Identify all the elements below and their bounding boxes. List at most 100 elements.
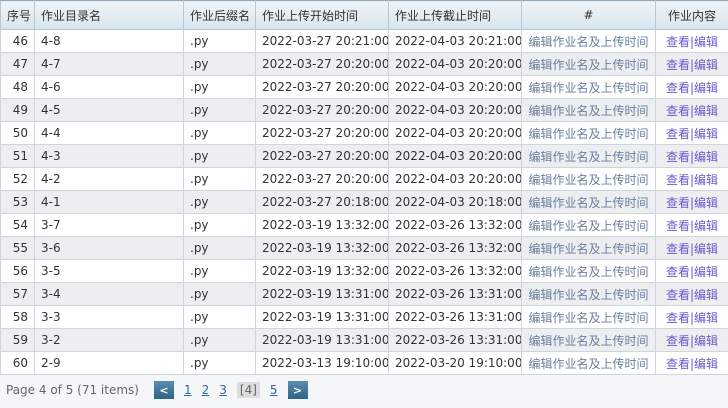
cell-dir: 3-6 (34, 236, 184, 260)
cell-id: 46 (0, 29, 35, 53)
edit-meta-link[interactable]: 编辑作业名及上传时间 (528, 195, 649, 210)
table-row: 51 4-3 .py 2022-03-27 20:20:00 2022-04-0… (0, 144, 728, 168)
separator: | (689, 310, 695, 325)
cell-id: 47 (0, 52, 35, 76)
edit-meta-link[interactable]: 编辑作业名及上传时间 (528, 333, 649, 348)
view-link[interactable]: 查看 (665, 356, 690, 371)
edit-meta-link[interactable]: 编辑作业名及上传时间 (528, 172, 649, 187)
cell-id: 57 (0, 282, 35, 306)
chevron-left-icon[interactable]: < (153, 381, 174, 399)
cell-ext: .py (183, 190, 256, 214)
cell-content: 查看|编辑 (655, 29, 728, 53)
edit-meta-link[interactable]: 编辑作业名及上传时间 (528, 356, 649, 371)
edit-link[interactable]: 编辑 (694, 264, 719, 279)
cell-end: 2022-04-03 20:20:00 (388, 98, 522, 122)
edit-link[interactable]: 编辑 (694, 287, 719, 302)
table-row: 55 3-6 .py 2022-03-19 13:32:00 2022-03-2… (0, 236, 728, 260)
page-2[interactable]: 2 (201, 383, 210, 397)
edit-meta-link[interactable]: 编辑作业名及上传时间 (528, 264, 649, 279)
cell-action: 编辑作业名及上传时间 (521, 351, 656, 375)
view-link[interactable]: 查看 (665, 149, 690, 164)
cell-id: 59 (0, 328, 35, 352)
view-link[interactable]: 查看 (665, 195, 690, 210)
table-row: 54 3-7 .py 2022-03-19 13:32:00 2022-03-2… (0, 213, 728, 237)
cell-content: 查看|编辑 (655, 213, 728, 237)
pager-summary: Page 4 of 5 (71 items) (6, 383, 139, 397)
cell-start: 2022-03-27 20:20:00 (255, 167, 389, 191)
cell-dir: 3-7 (34, 213, 184, 237)
edit-link[interactable]: 编辑 (694, 57, 719, 72)
cell-ext: .py (183, 305, 256, 329)
col-end[interactable]: 作业上传截止时间 (388, 0, 522, 30)
cell-id: 48 (0, 75, 35, 99)
edit-meta-link[interactable]: 编辑作业名及上传时间 (528, 241, 649, 256)
cell-start: 2022-03-27 20:21:00 (255, 29, 389, 53)
view-link[interactable]: 查看 (665, 287, 690, 302)
col-ext[interactable]: 作业后缀名 (183, 0, 256, 30)
table-row: 57 3-4 .py 2022-03-19 13:31:00 2022-03-2… (0, 282, 728, 306)
cell-dir: 4-4 (34, 121, 184, 145)
cell-start: 2022-03-27 20:18:00 (255, 190, 389, 214)
cell-id: 54 (0, 213, 35, 237)
cell-dir: 4-5 (34, 98, 184, 122)
header-row: 序号 作业目录名 作业后缀名 作业上传开始时间 作业上传截止时间 # 作业内容 (0, 0, 728, 30)
edit-meta-link[interactable]: 编辑作业名及上传时间 (528, 218, 649, 233)
edit-link[interactable]: 编辑 (694, 149, 719, 164)
page-1[interactable]: 1 (183, 383, 192, 397)
view-link[interactable]: 查看 (665, 333, 690, 348)
edit-meta-link[interactable]: 编辑作业名及上传时间 (528, 103, 649, 118)
cell-end: 2022-04-03 20:18:00 (388, 190, 522, 214)
page-3[interactable]: 3 (219, 383, 227, 397)
view-link[interactable]: 查看 (665, 264, 690, 279)
cell-end: 2022-04-03 20:20:00 (388, 52, 522, 76)
col-dir[interactable]: 作业目录名 (34, 0, 184, 30)
cell-action: 编辑作业名及上传时间 (521, 305, 656, 329)
view-link[interactable]: 查看 (665, 310, 690, 325)
edit-link[interactable]: 编辑 (694, 310, 719, 325)
cell-ext: .py (183, 328, 256, 352)
edit-meta-link[interactable]: 编辑作业名及上传时间 (528, 149, 649, 164)
edit-link[interactable]: 编辑 (694, 195, 719, 210)
edit-link[interactable]: 编辑 (694, 103, 719, 118)
edit-meta-link[interactable]: 编辑作业名及上传时间 (528, 287, 649, 302)
edit-link[interactable]: 编辑 (694, 126, 719, 141)
edit-link[interactable]: 编辑 (694, 80, 719, 95)
cell-content: 查看|编辑 (655, 167, 728, 191)
table-row: 48 4-6 .py 2022-03-27 20:20:00 2022-04-0… (0, 75, 728, 99)
view-link[interactable]: 查看 (665, 218, 690, 233)
col-start[interactable]: 作业上传开始时间 (255, 0, 389, 30)
view-link[interactable]: 查看 (665, 103, 690, 118)
edit-meta-link[interactable]: 编辑作业名及上传时间 (528, 34, 649, 49)
edit-link[interactable]: 编辑 (694, 34, 719, 49)
view-link[interactable]: 查看 (665, 34, 690, 49)
page-5[interactable]: 5 (269, 383, 278, 397)
edit-meta-link[interactable]: 编辑作业名及上传时间 (528, 57, 649, 72)
edit-link[interactable]: 编辑 (694, 218, 719, 233)
cell-ext: .py (183, 213, 256, 237)
edit-meta-link[interactable]: 编辑作业名及上传时间 (528, 310, 649, 325)
cell-end: 2022-04-03 20:20:00 (388, 167, 522, 191)
cell-start: 2022-03-19 13:32:00 (255, 213, 389, 237)
cell-id: 55 (0, 236, 35, 260)
cell-end: 2022-03-26 13:32:00 (388, 213, 522, 237)
view-link[interactable]: 查看 (665, 241, 690, 256)
view-link[interactable]: 查看 (665, 80, 690, 95)
col-id[interactable]: 序号 (0, 0, 35, 30)
cell-ext: .py (183, 98, 256, 122)
view-link[interactable]: 查看 (665, 57, 690, 72)
view-link[interactable]: 查看 (665, 172, 690, 187)
edit-link[interactable]: 编辑 (694, 356, 719, 371)
edit-meta-link[interactable]: 编辑作业名及上传时间 (528, 126, 649, 141)
table-row: 59 3-2 .py 2022-03-19 13:31:00 2022-03-2… (0, 328, 728, 352)
edit-link[interactable]: 编辑 (694, 333, 719, 348)
cell-action: 编辑作业名及上传时间 (521, 236, 656, 260)
cell-ext: .py (183, 52, 256, 76)
edit-link[interactable]: 编辑 (694, 241, 719, 256)
cell-id: 53 (0, 190, 35, 214)
edit-link[interactable]: 编辑 (694, 172, 719, 187)
cell-content: 查看|编辑 (655, 98, 728, 122)
view-link[interactable]: 查看 (665, 126, 690, 141)
chevron-right-icon[interactable]: > (287, 381, 308, 399)
separator: | (689, 126, 695, 141)
edit-meta-link[interactable]: 编辑作业名及上传时间 (528, 80, 649, 95)
